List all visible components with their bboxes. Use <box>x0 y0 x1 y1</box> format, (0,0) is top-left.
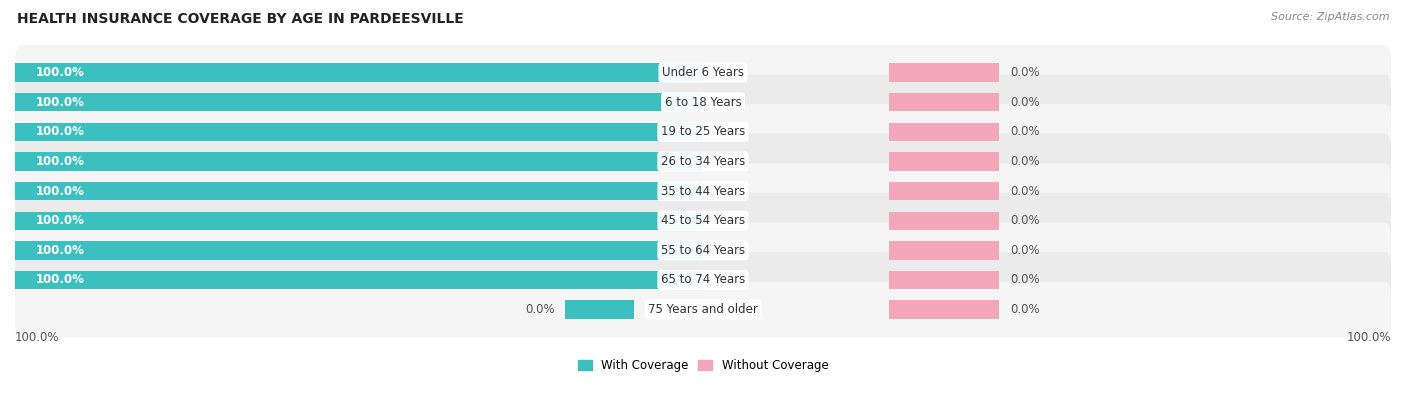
Text: 100.0%: 100.0% <box>35 273 84 286</box>
FancyBboxPatch shape <box>15 163 1391 219</box>
Bar <box>15 123 703 141</box>
Text: 100.0%: 100.0% <box>35 214 84 227</box>
Bar <box>15 63 703 82</box>
Bar <box>889 152 998 171</box>
Bar <box>889 241 998 259</box>
Bar <box>15 182 703 200</box>
Legend: With Coverage, Without Coverage: With Coverage, Without Coverage <box>572 354 834 376</box>
Text: 65 to 74 Years: 65 to 74 Years <box>661 273 745 286</box>
Text: 55 to 64 Years: 55 to 64 Years <box>661 244 745 257</box>
Text: 26 to 34 Years: 26 to 34 Years <box>661 155 745 168</box>
Bar <box>565 300 634 319</box>
FancyBboxPatch shape <box>15 134 1391 189</box>
Bar <box>889 212 998 230</box>
Bar <box>889 123 998 141</box>
Bar <box>15 93 703 112</box>
Text: 0.0%: 0.0% <box>1010 155 1039 168</box>
FancyBboxPatch shape <box>15 222 1391 278</box>
Bar <box>889 182 998 200</box>
Text: 100.0%: 100.0% <box>15 331 59 344</box>
Text: 0.0%: 0.0% <box>1010 303 1039 316</box>
Text: 0.0%: 0.0% <box>1010 66 1039 79</box>
Text: 35 to 44 Years: 35 to 44 Years <box>661 185 745 198</box>
Text: 0.0%: 0.0% <box>1010 125 1039 138</box>
Text: 100.0%: 100.0% <box>35 125 84 138</box>
Text: 0.0%: 0.0% <box>1010 96 1039 109</box>
Bar <box>15 212 703 230</box>
Bar <box>15 241 703 259</box>
FancyBboxPatch shape <box>15 193 1391 249</box>
Text: 100.0%: 100.0% <box>35 155 84 168</box>
Text: 0.0%: 0.0% <box>1010 214 1039 227</box>
Text: 0.0%: 0.0% <box>1010 244 1039 257</box>
Bar <box>889 63 998 82</box>
FancyBboxPatch shape <box>15 104 1391 160</box>
Text: 0.0%: 0.0% <box>524 303 554 316</box>
FancyBboxPatch shape <box>15 252 1391 308</box>
Text: 100.0%: 100.0% <box>35 185 84 198</box>
Text: 100.0%: 100.0% <box>35 66 84 79</box>
Bar <box>889 300 998 319</box>
Text: Under 6 Years: Under 6 Years <box>662 66 744 79</box>
Text: 100.0%: 100.0% <box>1347 331 1391 344</box>
Text: HEALTH INSURANCE COVERAGE BY AGE IN PARDEESVILLE: HEALTH INSURANCE COVERAGE BY AGE IN PARD… <box>17 12 464 27</box>
Text: 75 Years and older: 75 Years and older <box>648 303 758 316</box>
Text: 100.0%: 100.0% <box>35 244 84 257</box>
Text: 0.0%: 0.0% <box>1010 273 1039 286</box>
FancyBboxPatch shape <box>15 45 1391 100</box>
Bar <box>15 271 703 289</box>
Text: Source: ZipAtlas.com: Source: ZipAtlas.com <box>1271 12 1389 22</box>
Text: 100.0%: 100.0% <box>35 96 84 109</box>
Bar <box>15 152 703 171</box>
Text: 19 to 25 Years: 19 to 25 Years <box>661 125 745 138</box>
FancyBboxPatch shape <box>15 282 1391 337</box>
FancyBboxPatch shape <box>15 74 1391 130</box>
Text: 6 to 18 Years: 6 to 18 Years <box>665 96 741 109</box>
Bar <box>889 93 998 112</box>
Text: 45 to 54 Years: 45 to 54 Years <box>661 214 745 227</box>
Text: 0.0%: 0.0% <box>1010 185 1039 198</box>
Bar <box>889 271 998 289</box>
